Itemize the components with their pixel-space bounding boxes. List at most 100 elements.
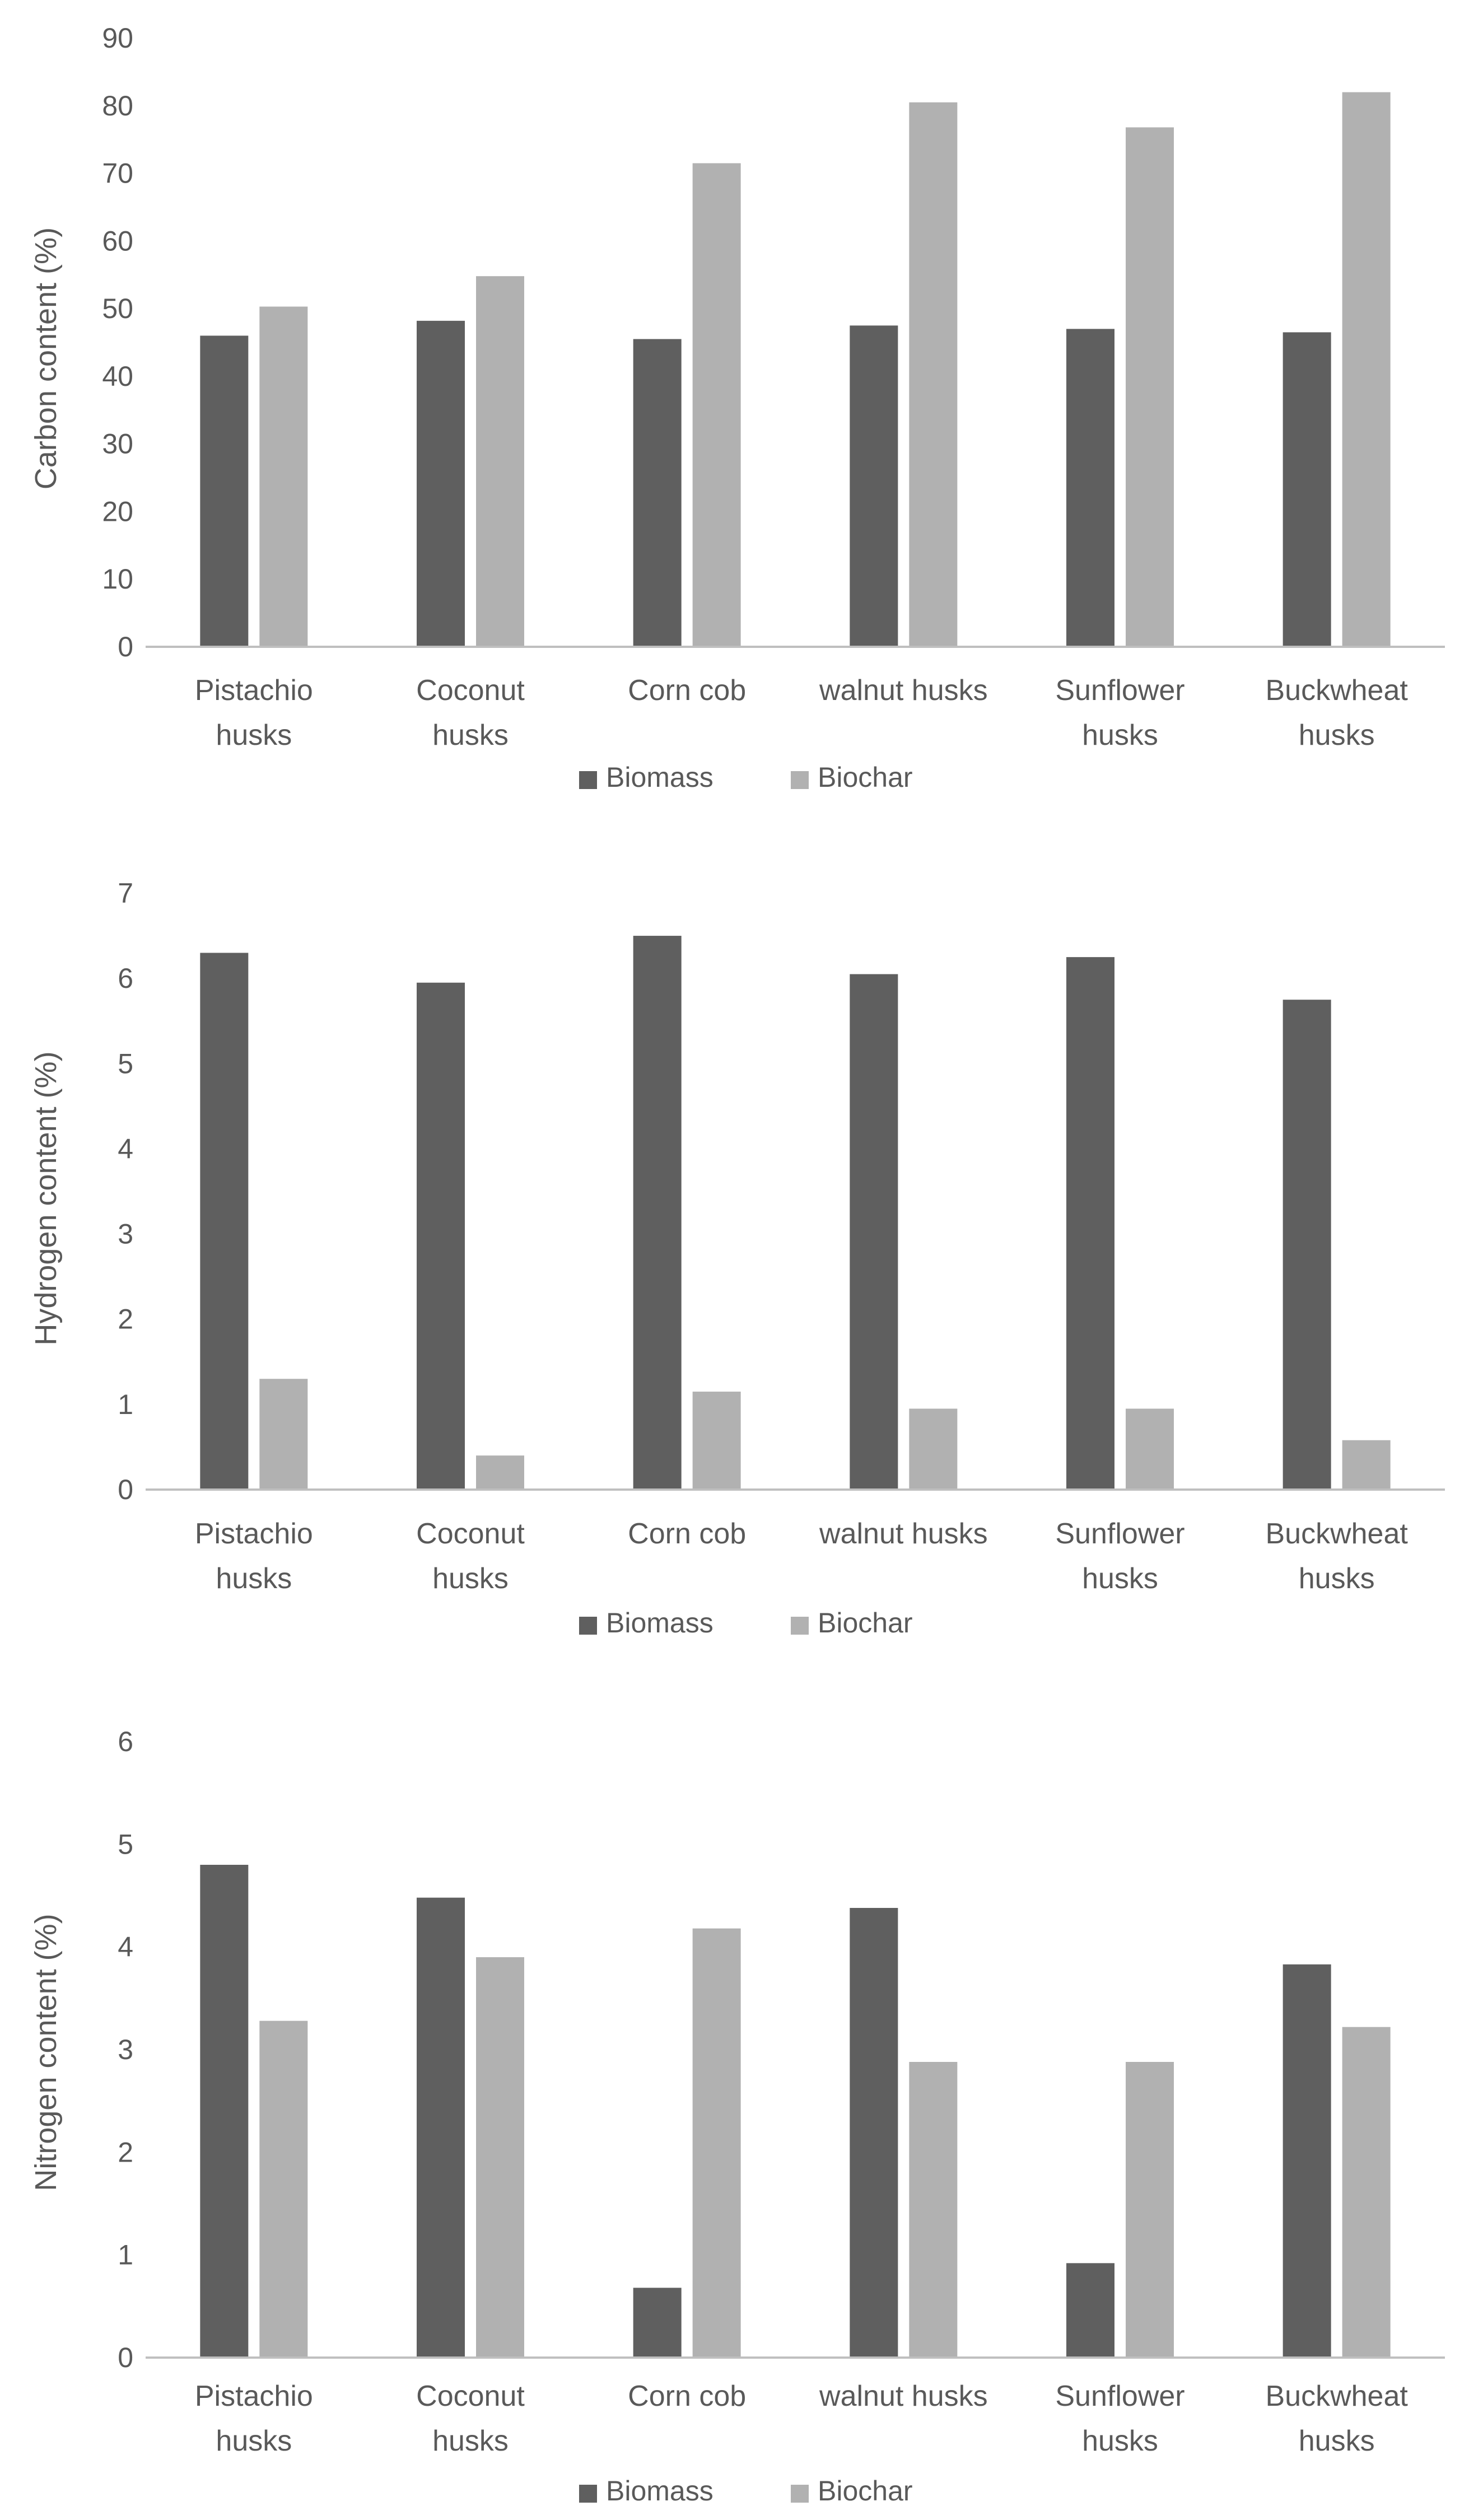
chart3-bar-biochar — [1126, 2062, 1174, 2358]
chart3-legend-swatch-biomass — [579, 2485, 597, 2503]
chart3-xtick-label: Corn cob — [628, 2380, 746, 2412]
chart2-bar-biomass — [200, 953, 249, 1490]
chart2-xtick-label: Pistachio — [195, 1518, 313, 1550]
chart2-xtick-label: Corn cob — [628, 1518, 746, 1550]
chart1-xtick-label: Coconut — [416, 674, 525, 707]
chart1-ytick-label: 10 — [102, 563, 133, 595]
chart2-ytick-label: 7 — [118, 878, 133, 909]
chart1-bar-biomass — [850, 325, 898, 647]
chart2-legend-label-biomass: Biomass — [606, 1607, 713, 1639]
chart3-xtick-label: husks — [1299, 2425, 1375, 2457]
chart3-xtick-label: Sunflower — [1055, 2380, 1184, 2412]
chart1-bar-biochar — [1126, 127, 1174, 647]
chart3-bar-biochar — [1342, 2027, 1391, 2358]
chart1-bar-biochar — [476, 276, 524, 647]
chart1-xtick-label: Corn cob — [628, 674, 746, 707]
chart1-ytick-label: 0 — [118, 631, 133, 662]
chart2-xtick-label: husks — [1299, 1562, 1375, 1595]
chart1-ylabel: Carbon content (%) — [29, 227, 63, 489]
chart2-xtick-label: husks — [432, 1562, 509, 1595]
chart2-bar-biochar — [909, 1408, 958, 1490]
chart2-bar-biomass — [417, 982, 465, 1490]
chart2-bar-biochar — [1126, 1408, 1174, 1490]
chart1-bar-biochar — [1342, 92, 1391, 647]
chart1-xtick-label: husks — [432, 719, 509, 752]
chart2-bar-biochar — [476, 1455, 524, 1490]
chart3-bar-biochar — [692, 1928, 741, 2358]
chart1-ytick-label: 80 — [102, 90, 133, 122]
chart1-ytick-label: 90 — [102, 22, 133, 54]
chart3-legend-label-biomass: Biomass — [606, 2475, 713, 2507]
chart1-bar-biomass — [1283, 332, 1331, 647]
chart1-xtick-label: Sunflower — [1055, 674, 1184, 707]
chart3-bar-biomass — [200, 1865, 249, 2358]
chart3-xtick-label: walnut husks — [819, 2380, 988, 2412]
chart1-bar-biochar — [259, 306, 308, 647]
chart1-bar-biochar — [692, 163, 741, 647]
chart3-xtick-label: husks — [1082, 2425, 1158, 2457]
chart3-ytick-label: 6 — [118, 1726, 133, 1757]
chart1-xtick-label: husks — [216, 719, 292, 752]
chart3-ytick-label: 1 — [118, 2239, 133, 2271]
chart2-ylabel: Hydrogen content (%) — [29, 1051, 63, 1345]
chart2-legend-label-biochar: Biochar — [818, 1607, 913, 1639]
chart1-xtick-label: Pistachio — [195, 674, 313, 707]
chart1-ytick-label: 40 — [102, 361, 133, 392]
chart2-bar-biochar — [692, 1392, 741, 1490]
chart3-bar-biochar — [476, 1957, 524, 2358]
chart3-bar-biochar — [259, 2020, 308, 2358]
chart2-bar-biomass — [633, 936, 682, 1490]
chart3-ytick-label: 3 — [118, 2034, 133, 2065]
chart3-ytick-label: 4 — [118, 1931, 133, 1963]
chart3-bar-biomass — [633, 2288, 682, 2358]
chart3-legend-label-biochar: Biochar — [818, 2475, 913, 2507]
chart3-ytick-label: 5 — [118, 1828, 133, 1860]
chart3-bar-biochar — [909, 2062, 958, 2358]
chart2-bar-biomass — [1283, 1000, 1331, 1490]
chart3-bar-biomass — [1283, 1964, 1331, 2358]
chart1-xtick-label: Buckwheat — [1265, 674, 1408, 707]
chart1-legend-label-biomass: Biomass — [606, 762, 713, 793]
nitrogen-content-chart: 0 1 2 3 4 5 6 Nitrogen content (%) Pistachio husk… — [29, 1726, 1445, 2507]
chart2-xtick-label: husks — [1082, 1562, 1158, 1595]
chart1-xtick-label: walnut husks — [819, 674, 988, 707]
chart1-ytick-label: 30 — [102, 428, 133, 460]
chart3-ytick-label: 0 — [118, 2342, 133, 2373]
chart1-legend-swatch-biomass — [579, 771, 597, 789]
chart3-ylabel: Nitrogen content (%) — [29, 1914, 63, 2191]
chart3-xtick-label: husks — [216, 2425, 292, 2457]
chart2-bar-biochar — [1342, 1440, 1391, 1490]
chart2-legend-swatch-biochar — [791, 1617, 809, 1635]
chart1-ytick-label: 60 — [102, 225, 133, 256]
chart2-xtick-label: husks — [216, 1562, 292, 1595]
chart1-xtick-label: husks — [1299, 719, 1375, 752]
chart1-bar-biomass — [417, 320, 465, 647]
chart1-legend-swatch-biochar — [791, 771, 809, 789]
chart1-legend-label-biochar: Biochar — [818, 762, 913, 793]
chart3-xtick-label: Buckwheat — [1265, 2380, 1408, 2412]
chart1-xtick-label: husks — [1082, 719, 1158, 752]
chart2-ytick-label: 1 — [118, 1389, 133, 1420]
chart2-bar-biochar — [259, 1379, 308, 1490]
chart3-xtick-label: Coconut — [416, 2380, 525, 2412]
chart1-bar-biomass — [1066, 329, 1114, 647]
chart3-bar-biomass — [417, 1897, 465, 2358]
chart3-bar-biomass — [1066, 2263, 1114, 2358]
chart2-xtick-label: Buckwheat — [1265, 1518, 1408, 1550]
chart3-xtick-label: husks — [432, 2425, 509, 2457]
chart2-bar-biomass — [850, 974, 898, 1490]
chart1-ytick-label: 50 — [102, 293, 133, 324]
chart2-ytick-label: 5 — [118, 1048, 133, 1079]
chart2-bar-biomass — [1066, 957, 1114, 1490]
chart1-ytick-label: 20 — [102, 496, 133, 527]
hydrogen-content-chart: 0 1 2 3 4 5 6 7 Hydrogen content (%) Pistachio hus… — [29, 878, 1445, 1639]
carbon-content-chart: 0 10 20 30 40 50 60 70 80 90 Carbon content (%) Pis… — [29, 22, 1445, 793]
chart2-legend-swatch-biomass — [579, 1617, 597, 1635]
chart2-ytick-label: 4 — [118, 1133, 133, 1164]
chart2-ytick-label: 3 — [118, 1219, 133, 1250]
chart3-ytick-label: 2 — [118, 2136, 133, 2168]
chart1-bar-biomass — [633, 339, 682, 647]
chart2-ytick-label: 6 — [118, 963, 133, 994]
chart2-ytick-label: 0 — [118, 1474, 133, 1505]
